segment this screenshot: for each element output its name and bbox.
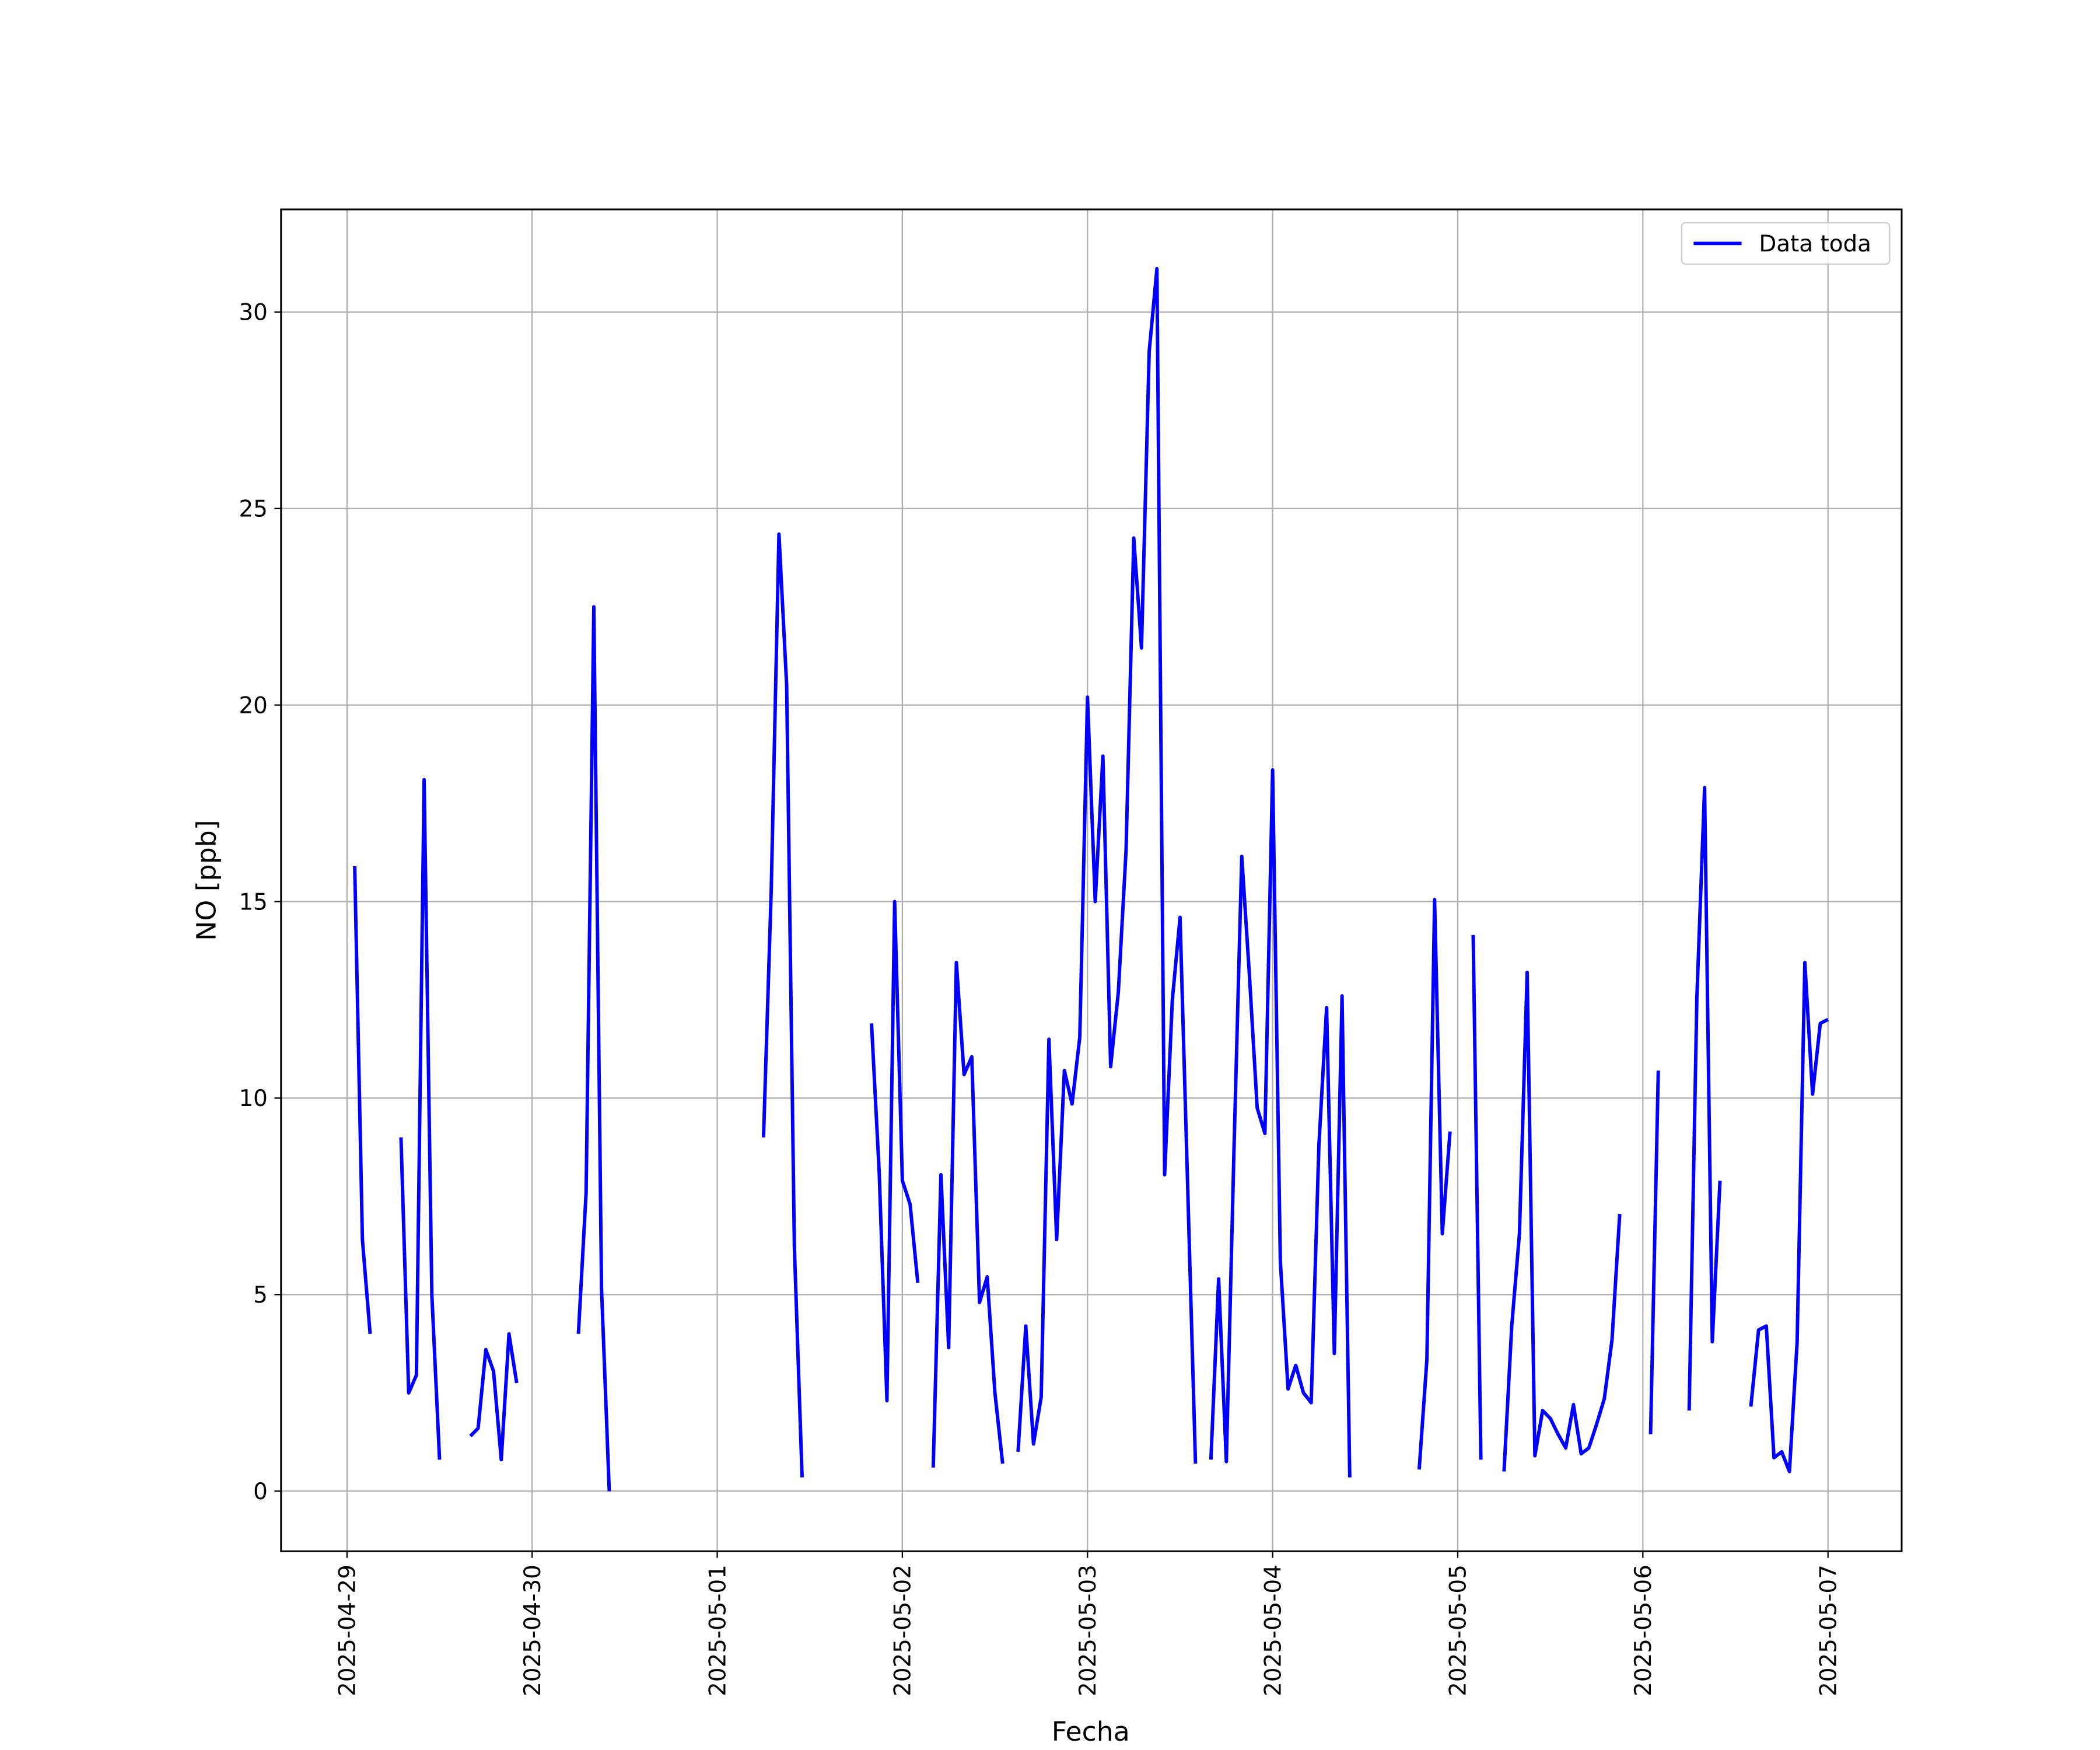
- data-line: [353, 267, 1829, 1492]
- x-tick-label: 2025-05-01: [705, 1564, 731, 1696]
- y-tick-label: 10: [239, 1086, 267, 1112]
- x-tick-label: 2025-05-06: [1630, 1564, 1657, 1696]
- background: [19, 0, 2081, 1750]
- y-tick-label: 15: [239, 889, 267, 915]
- x-tick-label: 2025-04-30: [520, 1564, 546, 1696]
- legend-label: Data toda: [1759, 231, 1871, 257]
- x-axis-label: Fecha: [1052, 1716, 1130, 1747]
- y-tick-label: 0: [253, 1479, 268, 1505]
- x-tick-label: 2025-05-02: [890, 1564, 916, 1696]
- x-tick-label: 2025-05-05: [1446, 1564, 1472, 1696]
- x-tick-label: 2025-05-04: [1260, 1564, 1286, 1696]
- x-tick-label: 2025-04-29: [335, 1564, 361, 1696]
- ticks: 0 5 10 15 20 25 30 2025-04-29 2025-04-30 2025-05-…: [239, 300, 1842, 1696]
- plot-area: [353, 267, 1829, 1492]
- y-tick-label: 5: [253, 1282, 268, 1308]
- y-tick-label: 30: [239, 300, 267, 326]
- axes-frame: [280, 208, 1903, 1552]
- y-axis-label: NO [ppb]: [191, 820, 222, 940]
- legend-box: [1681, 222, 1891, 265]
- y-tick-label: 20: [239, 692, 267, 719]
- x-tick-label: 2025-05-07: [1815, 1564, 1842, 1696]
- x-tick-label: 2025-05-03: [1075, 1564, 1101, 1696]
- legend: Data toda: [1681, 222, 1891, 265]
- grid: [281, 209, 1902, 1552]
- y-tick-label: 25: [239, 496, 267, 522]
